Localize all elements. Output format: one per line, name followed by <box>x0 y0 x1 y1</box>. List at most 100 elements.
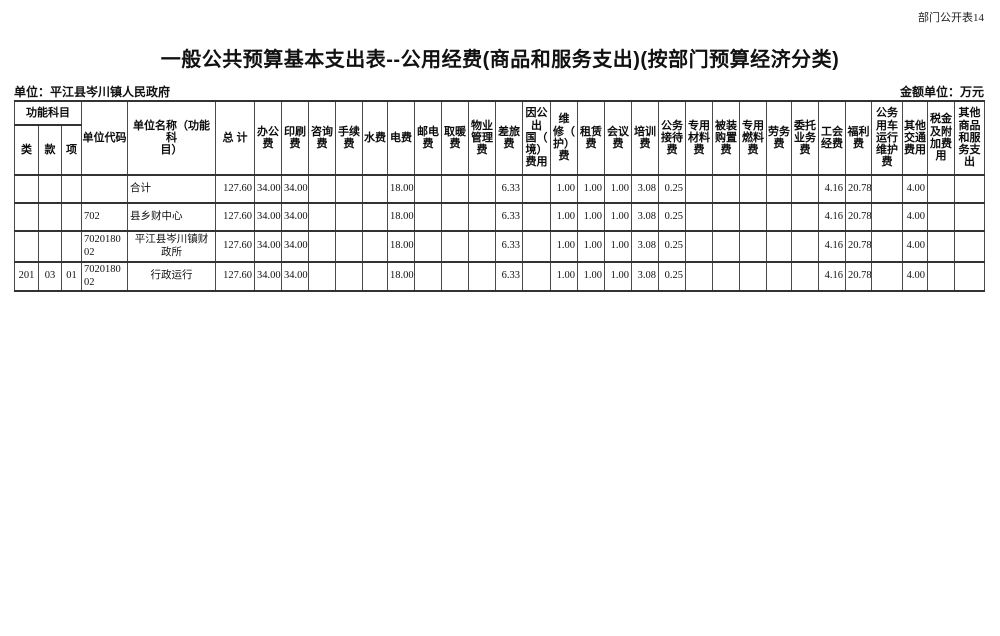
table-cell <box>739 230 767 263</box>
column-header: 总 计 <box>215 100 255 176</box>
column-header: 电费 <box>387 100 415 176</box>
table-cell: 34.00 <box>254 230 282 263</box>
table-cell: 6.33 <box>495 230 523 263</box>
table-cell <box>927 202 955 232</box>
column-header: 公务 用车 运行 维护 费 <box>871 100 903 176</box>
table-cell: 1.00 <box>550 230 578 263</box>
table-cell <box>61 202 82 232</box>
column-header: 印刷 费 <box>281 100 309 176</box>
column-header: 其他 交通 费用 <box>902 100 928 176</box>
table-cell: 0.25 <box>658 230 686 263</box>
table-cell <box>871 174 903 204</box>
page-title: 一般公共预算基本支出表--公用经费(商品和服务支出)(按部门预算经济分类) <box>160 49 840 71</box>
table-cell: 20.78 <box>845 230 872 263</box>
table-cell <box>685 260 713 293</box>
column-header: 被装 购置 费 <box>712 100 740 176</box>
column-header: 单位代码 <box>81 100 128 176</box>
table-cell <box>362 174 388 204</box>
table-cell <box>685 202 713 232</box>
table-cell <box>954 174 985 204</box>
table-cell <box>522 230 551 263</box>
table-cell <box>468 174 496 204</box>
column-header: 其他 商品 和服 务支 出 <box>954 100 985 176</box>
column-header: 单位名称（功能科 目） <box>127 100 216 176</box>
table-cell <box>308 202 336 232</box>
table-cell <box>927 230 955 263</box>
table-cell <box>954 230 985 263</box>
table-cell <box>685 174 713 204</box>
budget-table: 功能科目 单位代码 单位名称（功能科 目）总 计办公 费印刷 费咨询 费手续 费水费… <box>14 100 985 293</box>
table-cell: 34.00 <box>254 260 282 293</box>
table-cell <box>362 260 388 293</box>
column-header: 专用 燃料 费 <box>739 100 767 176</box>
table-cell: 34.00 <box>254 202 282 232</box>
table-cell: 702 <box>81 202 128 232</box>
unit-name-cell: 合计 <box>127 174 216 204</box>
column-header: 邮电 费 <box>414 100 442 176</box>
table-cell <box>414 202 442 232</box>
table-cell <box>335 174 363 204</box>
table-cell <box>791 202 819 232</box>
table-cell <box>791 260 819 293</box>
column-header: 专用 材料 费 <box>685 100 713 176</box>
table-cell <box>468 260 496 293</box>
table-cell: 4.00 <box>902 202 928 232</box>
table-cell: 20.78 <box>845 202 872 232</box>
table-cell <box>441 230 469 263</box>
table-cell <box>335 202 363 232</box>
table-cell: 18.00 <box>387 202 415 232</box>
table-cell: 4.00 <box>902 260 928 293</box>
table-cell: 3.08 <box>631 202 659 232</box>
table-cell <box>441 202 469 232</box>
table-cell: 0.25 <box>658 174 686 204</box>
table-cell: 1.00 <box>550 174 578 204</box>
column-subheader: 项 <box>61 124 82 176</box>
table-cell: 3.08 <box>631 230 659 263</box>
table-cell <box>522 260 551 293</box>
column-header: 手续 费 <box>335 100 363 176</box>
table-cell: 6.33 <box>495 260 523 293</box>
table-cell <box>927 260 955 293</box>
table-cell <box>414 260 442 293</box>
unit-name-cell: 行政运行 <box>127 260 216 293</box>
table-cell <box>61 174 82 204</box>
table-cell <box>522 202 551 232</box>
column-subheader: 类 <box>14 124 39 176</box>
table-cell <box>81 174 128 204</box>
table-cell <box>685 230 713 263</box>
table-cell <box>468 202 496 232</box>
table-cell: 1.00 <box>577 202 605 232</box>
column-header: 因公 出 国（ 境） 费用 <box>522 100 551 176</box>
table-cell <box>739 260 767 293</box>
table-cell: 18.00 <box>387 230 415 263</box>
table-cell <box>766 202 792 232</box>
table-cell <box>38 202 62 232</box>
table-cell <box>38 174 62 204</box>
table-cell <box>739 202 767 232</box>
table-cell <box>38 230 62 263</box>
table-cell: 1.00 <box>577 174 605 204</box>
table-cell: 702018002 <box>81 230 128 263</box>
table-cell <box>871 202 903 232</box>
unit-name-cell: 平江县岑川镇财政所 <box>127 230 216 263</box>
table-cell: 6.33 <box>495 202 523 232</box>
column-group-header: 功能科目 <box>14 100 82 126</box>
table-cell: 1.00 <box>604 202 632 232</box>
table-cell: 127.60 <box>215 260 255 293</box>
table-cell: 127.60 <box>215 230 255 263</box>
table-cell: 20.78 <box>845 174 872 204</box>
meta-row: 单位：平江县岑川镇人民政府 金额单位：万元 <box>14 83 984 100</box>
sheet-number-label: 部门公开表14 <box>918 12 984 24</box>
table-cell: 4.16 <box>818 260 846 293</box>
table-cell: 34.00 <box>281 202 309 232</box>
table-cell <box>308 230 336 263</box>
table-cell: 34.00 <box>281 260 309 293</box>
table-cell: 1.00 <box>577 230 605 263</box>
table-row: 201 03 01 702018002 行政运行 127.60 34.00 34.00 18.0… <box>14 260 985 293</box>
column-header: 物业 管理 费 <box>468 100 496 176</box>
column-header: 劳务 费 <box>766 100 792 176</box>
column-header: 办公 费 <box>254 100 282 176</box>
table-cell <box>766 230 792 263</box>
table-cell: 18.00 <box>387 174 415 204</box>
table-cell: 4.00 <box>902 230 928 263</box>
